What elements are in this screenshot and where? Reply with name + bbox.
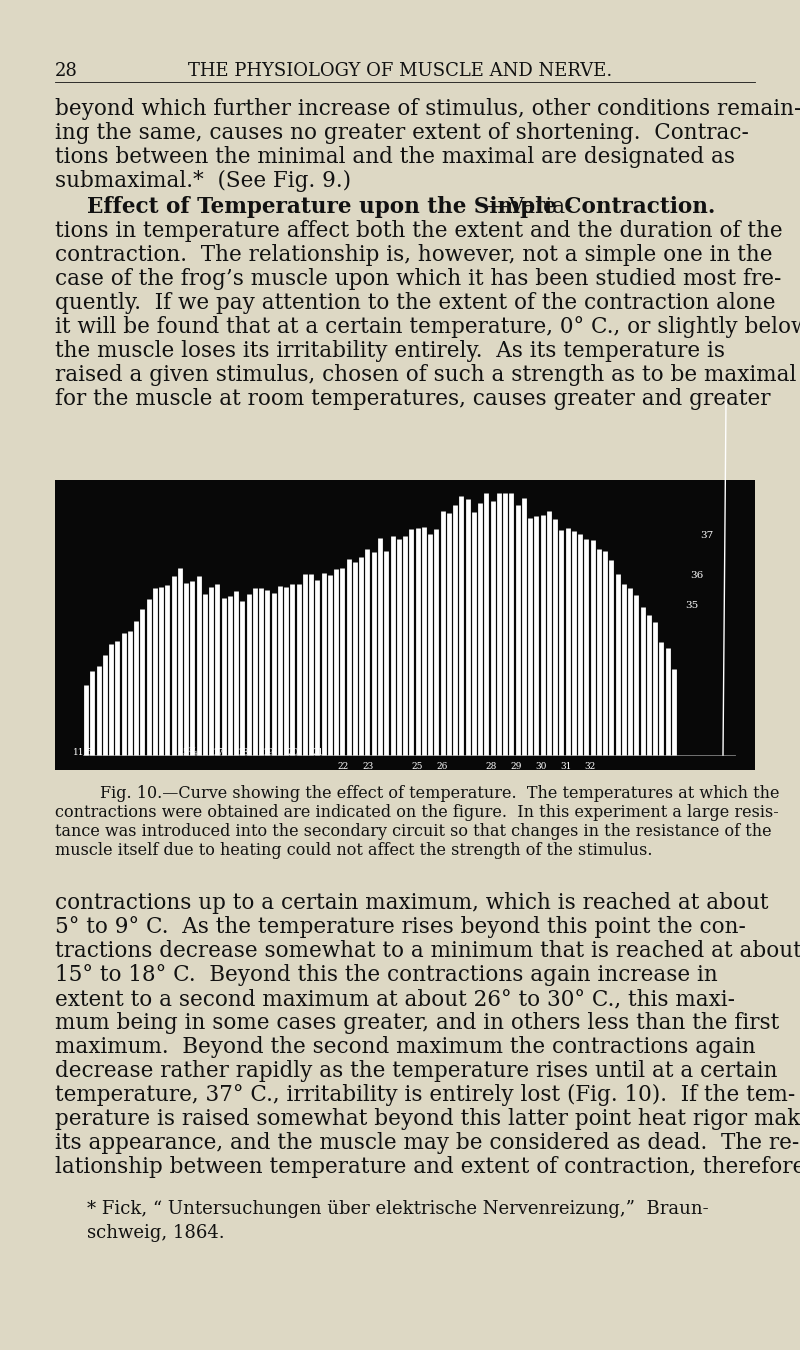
Text: 17: 17: [214, 748, 225, 757]
Text: THE PHYSIOLOGY OF MUSCLE AND NERVE.: THE PHYSIOLOGY OF MUSCLE AND NERVE.: [188, 62, 612, 80]
Text: 23: 23: [362, 761, 374, 771]
Text: tions between the minimal and the maximal are designated as: tions between the minimal and the maxima…: [55, 146, 735, 167]
Text: 20: 20: [288, 748, 299, 757]
Text: contraction.  The relationship is, however, not a simple one in the: contraction. The relationship is, howeve…: [55, 244, 773, 266]
Text: Fig. 10.—Curve showing the effect of temperature.  The temperatures at which the: Fig. 10.—Curve showing the effect of tem…: [100, 784, 779, 802]
Text: tractions decrease somewhat to a minimum that is reached at about: tractions decrease somewhat to a minimum…: [55, 940, 800, 963]
Text: 11.5: 11.5: [73, 748, 93, 757]
Text: extent to a second maximum at about 26° to 30° C., this maxi-: extent to a second maximum at about 26° …: [55, 988, 735, 1010]
Text: perature is raised somewhat beyond this latter point heat rigor makes: perature is raised somewhat beyond this …: [55, 1108, 800, 1130]
Text: 37: 37: [700, 531, 714, 540]
Text: contractions up to a certain maximum, which is reached at about: contractions up to a certain maximum, wh…: [55, 892, 769, 914]
Text: 25: 25: [411, 761, 423, 771]
Text: 26: 26: [436, 761, 447, 771]
Text: 5° to 9° C.  As the temperature rises beyond this point the con-: 5° to 9° C. As the temperature rises bey…: [55, 917, 746, 938]
Bar: [55, 481, 755, 770]
Text: case of the frog’s muscle upon which it has been studied most fre-: case of the frog’s muscle upon which it …: [55, 269, 782, 290]
Text: beyond which further increase of stimulus, other conditions remain-: beyond which further increase of stimulu…: [55, 99, 800, 120]
Text: temperature, 37° C., irritability is entirely lost (Fig. 10).  If the tem-: temperature, 37° C., irritability is ent…: [55, 1084, 795, 1106]
Text: 28: 28: [55, 62, 78, 80]
Text: for the muscle at room temperatures, causes greater and greater: for the muscle at room temperatures, cau…: [55, 387, 770, 410]
Text: submaximal.*  (See Fig. 9.): submaximal.* (See Fig. 9.): [55, 170, 351, 192]
Text: 30: 30: [535, 761, 546, 771]
Text: tions in temperature affect both the extent and the duration of the: tions in temperature affect both the ext…: [55, 220, 782, 242]
Text: ing the same, causes no greater extent of shortening.  Contrac-: ing the same, causes no greater extent o…: [55, 122, 749, 144]
Text: 22: 22: [338, 761, 349, 771]
Text: the muscle loses its irritability entirely.  As its temperature is: the muscle loses its irritability entire…: [55, 340, 725, 362]
Text: 32: 32: [585, 761, 596, 771]
Text: raised a given stimulus, chosen of such a strength as to be maximal: raised a given stimulus, chosen of such …: [55, 364, 796, 386]
Text: schweig, 1864.: schweig, 1864.: [87, 1224, 225, 1242]
Text: 31: 31: [560, 761, 571, 771]
Text: 21: 21: [313, 748, 324, 757]
Text: lationship between temperature and extent of contraction, therefore,: lationship between temperature and exten…: [55, 1156, 800, 1179]
Text: 15¾: 15¾: [178, 748, 198, 757]
Text: decrease rather rapidly as the temperature rises until at a certain: decrease rather rapidly as the temperatu…: [55, 1060, 778, 1081]
Text: it will be found that at a certain temperature, 0° C., or slightly below,: it will be found that at a certain tempe…: [55, 316, 800, 338]
Text: tance was introduced into the secondary circuit so that changes in the resistanc: tance was introduced into the secondary …: [55, 824, 772, 840]
Text: mum being in some cases greater, and in others less than the first: mum being in some cases greater, and in …: [55, 1012, 779, 1034]
Text: quently.  If we pay attention to the extent of the contraction alone: quently. If we pay attention to the exte…: [55, 292, 775, 315]
Text: * Fick, “ Untersuchungen über elektrische Nervenreizung,”  Braun-: * Fick, “ Untersuchungen über elektrisch…: [87, 1200, 709, 1218]
Text: 29: 29: [510, 761, 522, 771]
Text: —Varia-: —Varia-: [487, 196, 573, 217]
Text: contractions were obtained are indicated on the figure.  In this experiment a la: contractions were obtained are indicated…: [55, 805, 778, 821]
Text: maximum.  Beyond the second maximum the contractions again: maximum. Beyond the second maximum the c…: [55, 1035, 756, 1058]
Text: 28: 28: [486, 761, 497, 771]
Text: muscle itself due to heating could not affect the strength of the stimulus.: muscle itself due to heating could not a…: [55, 842, 653, 859]
Text: 19: 19: [263, 748, 274, 757]
Text: 15° to 18° C.  Beyond this the contractions again increase in: 15° to 18° C. Beyond this the contractio…: [55, 964, 718, 986]
Text: 36: 36: [690, 571, 703, 579]
Text: its appearance, and the muscle may be considered as dead.  The re-: its appearance, and the muscle may be co…: [55, 1133, 799, 1154]
Text: Effect of Temperature upon the Simple Contraction.: Effect of Temperature upon the Simple Co…: [87, 196, 715, 217]
Text: 18: 18: [238, 748, 250, 757]
Text: 35: 35: [685, 601, 698, 609]
